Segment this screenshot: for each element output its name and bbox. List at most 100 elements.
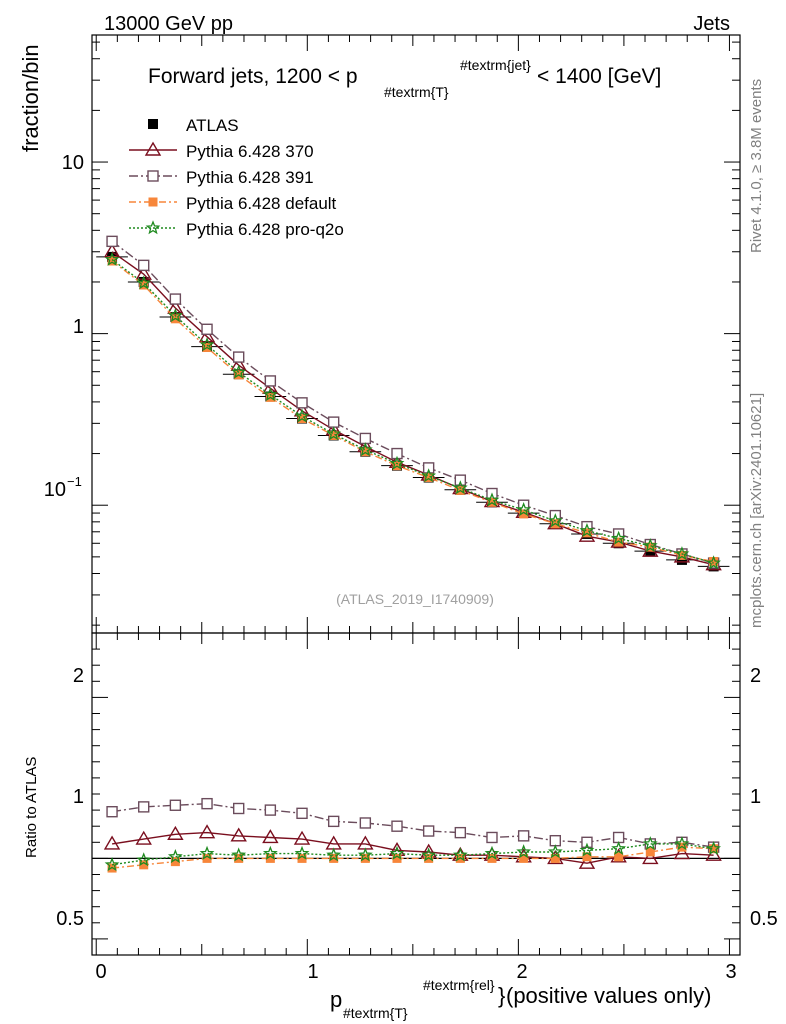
series-0-ratio-point: [230, 827, 247, 842]
series-1-ratio-point: [422, 825, 435, 837]
series-3-ratio-point: [421, 847, 437, 862]
series-0-ratio-point: [673, 845, 691, 860]
series-3-point: [199, 337, 215, 352]
ratio-tick-label-right-1: 1: [750, 786, 761, 808]
legend-label-391: Pythia 6.428 391: [186, 168, 314, 187]
series-3-ratio-point: [326, 847, 342, 862]
series-3-point: [136, 275, 152, 290]
series-1-point: [422, 462, 435, 474]
series-3-ratio-point: [547, 844, 563, 859]
plot-title-suffix: < 1400 [GeV]: [537, 65, 661, 88]
series-1-point: [296, 397, 308, 409]
rivet-version: Rivet 4.1.0, ≥ 3.8M events: [748, 79, 765, 253]
legend-label-370: Pythia 6.428 370: [186, 142, 314, 161]
analysis-id: (ATLAS_2019_I1740909): [336, 591, 494, 607]
series-3-ratio-point: [516, 844, 532, 859]
header-right: Jets: [693, 13, 730, 35]
series-1-ratio-point: [138, 801, 150, 813]
ratio-tick-label-right-0p5: 0.5: [750, 908, 778, 930]
main-tick-label-1: 1: [73, 316, 84, 338]
ratio-tick-label-2: 2: [73, 665, 84, 687]
mcplots-citation: mcplots.cern.ch [arXiv:2401.10621]: [748, 393, 765, 628]
series-1-ratio-point: [201, 797, 213, 810]
legend-label-atlas: ATLAS: [186, 116, 239, 135]
main-tick-label-0p1: 10: [44, 479, 66, 501]
series-3-point: [611, 530, 627, 545]
series-3-ratio-point: [262, 845, 278, 860]
series-1-ratio-point: [391, 820, 403, 832]
series-1-ratio-point: [517, 830, 530, 842]
series-3-ratio-point: [484, 845, 500, 860]
series-1-point: [327, 416, 340, 428]
ratio-panel-frame: [91, 632, 741, 956]
plot-title-sub: #textrm{T}: [384, 84, 449, 100]
series-1-point: [359, 432, 372, 445]
series-1-ratio-point: [486, 831, 498, 844]
ratio-y-ticks: [92, 648, 740, 940]
ratio-tick-label-right-2: 2: [750, 665, 761, 687]
series-3-point: [547, 513, 563, 528]
series-3-ratio-point: [389, 845, 405, 860]
series-1-ratio-point: [581, 836, 593, 848]
series-3-point: [516, 502, 532, 517]
series-2-point: [360, 447, 370, 457]
series-2-point: [645, 542, 655, 552]
series-1-point: [201, 323, 213, 335]
series-0-ratio-point: [357, 835, 374, 850]
plot-title: Forward jets, 1200 < p #textrm{T} #textr…: [148, 57, 661, 100]
series-0-line: [111, 251, 714, 566]
series-1-ratio-point: [169, 799, 182, 811]
series-2-ratio-point: [614, 852, 624, 862]
atlas-point: [676, 554, 687, 565]
x-tick-label-1: 1: [307, 961, 318, 983]
series-3-point: [484, 492, 500, 507]
series-2-point: [424, 473, 434, 483]
series-3-point: [642, 538, 658, 553]
x-axis-title-suffix: (positive values only): [506, 983, 711, 1008]
series-3-line: [111, 259, 714, 564]
series-3-ratio-point: [357, 847, 373, 862]
series-3-ratio-point: [579, 842, 595, 857]
x-axis-title-bracket: }: [498, 983, 505, 1008]
series-3-ratio-line: [111, 843, 714, 866]
series-3-point: [421, 468, 437, 483]
series-1-ratio-point: [106, 806, 118, 818]
series-3-point: [706, 555, 722, 570]
series-1-point: [454, 474, 467, 486]
series-3-point: [326, 426, 342, 441]
y-axis-title-main: fraction/bin: [18, 44, 43, 152]
x-ticks: [95, 35, 730, 955]
ratio-tick-label-0p5: 0.5: [56, 908, 84, 930]
legend-marker-3: [145, 220, 161, 235]
series-0-point: [230, 356, 247, 371]
series-3-point: [231, 364, 247, 379]
series-0-point: [167, 299, 184, 314]
series-3-point: [452, 480, 468, 495]
series-1-ratio-point: [454, 826, 467, 839]
legend-label-default: Pythia 6.428 default: [186, 194, 337, 213]
series-0-ratio-point: [103, 835, 121, 850]
plot-title-prefix: Forward jets, 1200 < p: [148, 65, 358, 88]
series-3-point: [104, 251, 120, 266]
series-1-ratio-point: [232, 802, 245, 815]
x-axis-title-sub: #textrm{T}: [343, 1005, 408, 1021]
series-0-point: [198, 328, 216, 343]
series-3-ratio-point: [167, 849, 183, 864]
series-1-point: [264, 375, 277, 387]
series-3-ratio-point: [452, 847, 468, 862]
series-1-point: [232, 351, 245, 363]
series-3-ratio-point: [674, 836, 690, 851]
series-3-point: [294, 408, 310, 423]
x-axis-title-sup: #textrm{rel}: [423, 977, 495, 993]
series-3-ratio-point: [104, 857, 120, 872]
series-3-ratio-point: [136, 852, 152, 867]
legend-marker-1: [147, 170, 159, 182]
series-1-ratio-point: [327, 815, 340, 828]
x-axis-title: p #textrm{T} #textrm{rel} } (positive va…: [330, 977, 711, 1021]
x-axis-title-p: p: [330, 987, 342, 1012]
series-3-point: [357, 442, 373, 457]
series-3-ratio-point: [199, 845, 215, 860]
series-0-ratio-point: [135, 830, 152, 845]
series-1-ratio-point: [264, 804, 277, 816]
